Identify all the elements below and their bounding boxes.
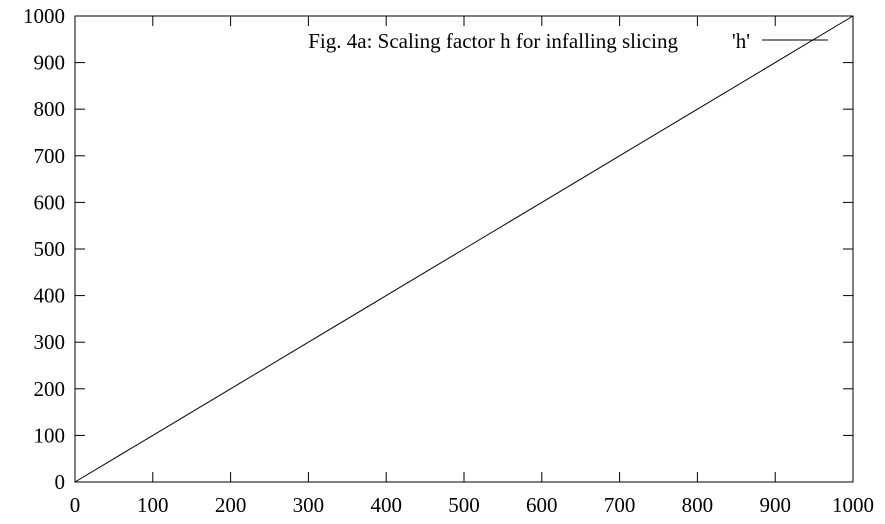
- y-tick-label: 900: [34, 51, 66, 75]
- y-tick-label: 400: [34, 284, 66, 308]
- x-tick-label: 300: [293, 493, 325, 517]
- x-tick-label: 700: [604, 493, 636, 517]
- ticks-group: 0 100 200 300 400 500 600 700 800 900 1000 0 100 200 3…: [23, 4, 874, 517]
- series-group: [74, 15, 854, 483]
- x-tick-label: 100: [137, 493, 169, 517]
- y-tick-label: 800: [34, 97, 66, 121]
- y-tick-label: 700: [34, 144, 66, 168]
- x-tick-label: 0: [70, 493, 81, 517]
- legend-label-h: 'h': [732, 29, 750, 53]
- legend: 'h': [732, 29, 828, 53]
- y-tick-label: 600: [34, 190, 66, 214]
- y-tick-label: 200: [34, 377, 66, 401]
- x-tick-label: 600: [526, 493, 558, 517]
- series-line-h: [74, 15, 854, 483]
- y-tick-label: 100: [34, 423, 66, 447]
- x-tick-label: 200: [215, 493, 247, 517]
- x-tick-label: 500: [448, 493, 480, 517]
- y-tick-label: 0: [55, 470, 66, 494]
- x-tick-label: 400: [370, 493, 402, 517]
- x-tick-label: 1000: [832, 493, 874, 517]
- plot-frame: [74, 15, 854, 483]
- y-tick-label: 500: [34, 237, 66, 261]
- chart-title: Fig. 4a: Scaling factor h for infalling …: [308, 29, 678, 53]
- y-tick-label: 1000: [23, 4, 65, 28]
- y-tick-label: 300: [34, 330, 66, 354]
- x-tick-label: 900: [759, 493, 791, 517]
- x-tick-label: 800: [682, 493, 714, 517]
